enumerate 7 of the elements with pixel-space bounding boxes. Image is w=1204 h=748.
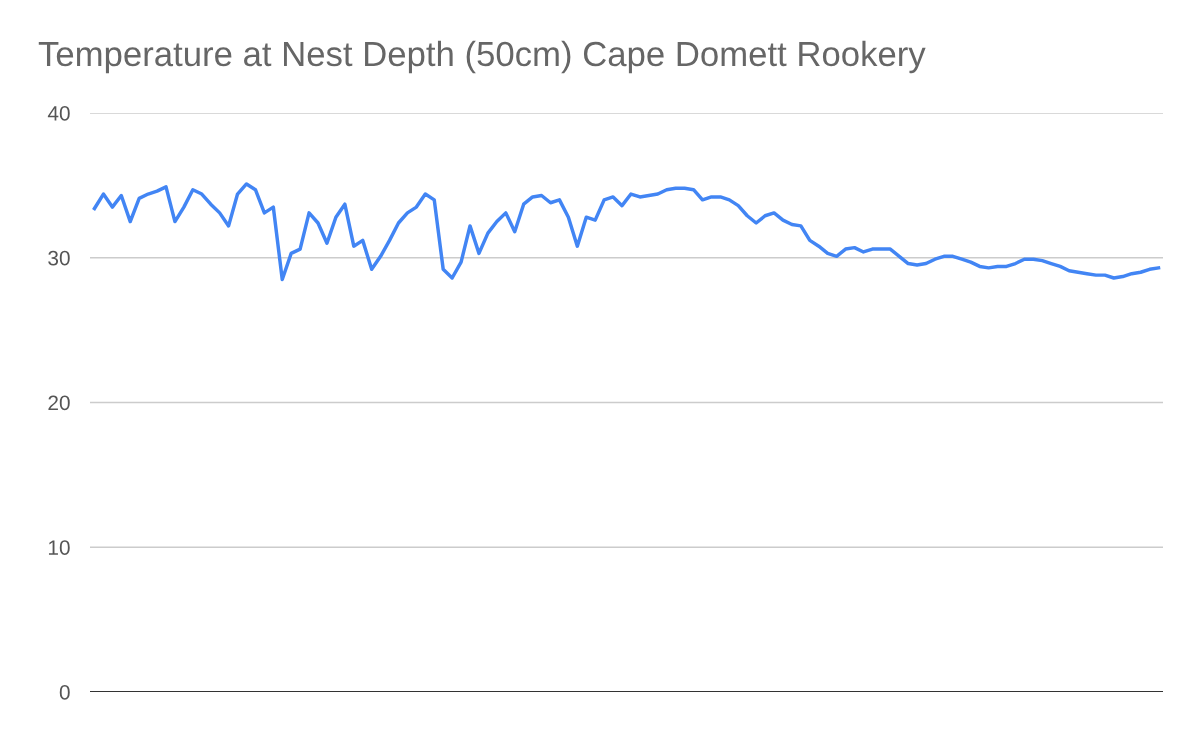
- y-tick-label: 10: [48, 540, 70, 555]
- y-tick-label: 40: [47, 106, 70, 121]
- y-tick-label: 30: [48, 250, 70, 266]
- line-series: [92, 182, 1161, 282]
- y-tick-label: 0: [59, 685, 70, 700]
- chart-title: Temperature at Nest Depth (50cm) Cape Domett Rookery: [38, 40, 926, 74]
- y-tick-label: 20: [48, 395, 70, 411]
